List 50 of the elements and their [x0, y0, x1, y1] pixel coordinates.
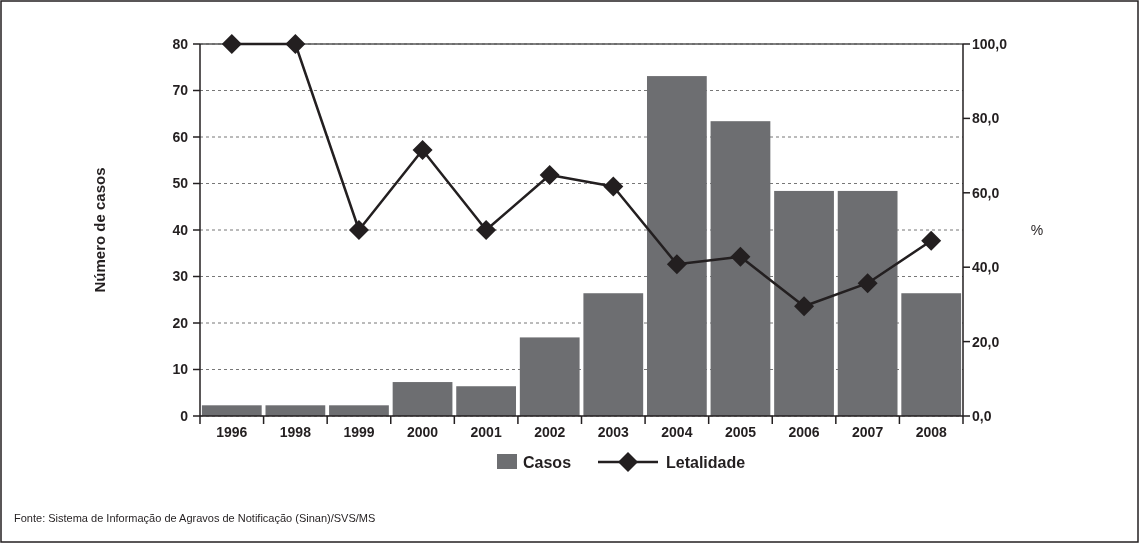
- x-tick-label: 2000: [406, 424, 439, 440]
- point: [603, 176, 624, 197]
- point: [348, 220, 369, 240]
- point: [539, 164, 560, 185]
- y-tick-label: 80: [172, 35, 189, 52]
- y2-tick-label: 80,0: [972, 110, 1000, 127]
- y2-tick-label: 40,0: [972, 259, 1000, 276]
- y-tick-label: 30: [172, 268, 189, 285]
- x-tick-label: 2004: [661, 424, 693, 440]
- point: [285, 34, 306, 54]
- y2-tick-label: 100,0: [972, 35, 1008, 52]
- point: [221, 34, 242, 54]
- y-axis-title: Número de casos: [91, 167, 108, 293]
- x-tick-label: 2003: [597, 424, 630, 440]
- x-tick-label: 1998: [279, 424, 312, 440]
- point: [476, 220, 497, 240]
- bar: [901, 293, 962, 416]
- legend-label: Letalidade: [666, 453, 746, 471]
- source-note: Fonte: Sistema de Informação de Agravos de Notificação (Sinan)/SVS/MS: [14, 512, 376, 524]
- y-tick-label: 60: [172, 128, 189, 145]
- y-tick-label: 20: [172, 314, 189, 331]
- y-tick-label: 70: [172, 82, 189, 99]
- legend-label: Casos: [523, 453, 572, 471]
- point: [666, 254, 687, 275]
- y2-tick-label: 60,0: [972, 184, 1000, 201]
- point: [794, 296, 815, 317]
- y-tick-label: 40: [172, 221, 189, 238]
- y2-axis-title: %: [1030, 222, 1044, 238]
- x-tick-label: 1996: [216, 424, 248, 440]
- x-tick-label: 1999: [343, 424, 375, 440]
- point: [921, 230, 942, 251]
- bar: [392, 382, 453, 416]
- y2-tick-label: 20,0: [972, 333, 1000, 350]
- bar: [456, 386, 517, 416]
- point: [857, 273, 878, 294]
- x-tick-label: 2006: [788, 424, 820, 440]
- point: [730, 246, 751, 267]
- x-tick-label: 2008: [915, 424, 947, 440]
- x-tick-label: 2007: [852, 424, 884, 440]
- y-tick-label: 0: [180, 407, 189, 424]
- y-tick-label: 50: [172, 175, 189, 192]
- x-tick-label: 2002: [534, 424, 566, 440]
- y2-tick-label: 0,0: [972, 407, 992, 424]
- bar: [265, 405, 326, 416]
- x-tick-label: 2001: [470, 424, 502, 440]
- bar: [201, 405, 262, 416]
- x-tick-label: 2005: [724, 424, 757, 440]
- point: [412, 140, 433, 161]
- bar: [329, 405, 389, 416]
- y-tick-label: 10: [172, 361, 189, 378]
